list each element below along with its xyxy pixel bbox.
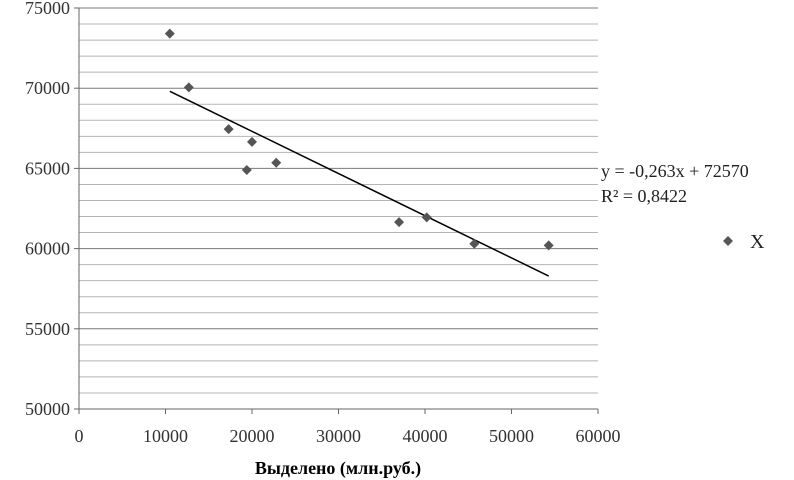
x-tick-label: 50000 (489, 426, 534, 446)
x-tick-label: 60000 (576, 426, 621, 446)
data-point (241, 165, 252, 176)
y-tick-label: 75000 (25, 0, 70, 18)
y-tick-label: 55000 (25, 319, 70, 339)
y-axis-ticks: 50000 55000 60000 65000 70000 75000 (25, 0, 79, 419)
data-point (543, 240, 554, 251)
data-point (223, 124, 234, 135)
legend: X (723, 231, 765, 253)
x-tick-label: 0 (75, 426, 84, 446)
x-axis-title: Выделено (млн.руб.) (255, 458, 421, 479)
data-points (164, 28, 554, 251)
x-tick-label: 30000 (316, 426, 361, 446)
trendline-equation: y = -0,263x + 72570 (601, 161, 749, 181)
data-point (247, 136, 257, 147)
trendline-r-squared: R² = 0,8422 (601, 186, 687, 206)
trendline-group (169, 90, 550, 277)
data-point (394, 217, 405, 228)
x-tick-label: 20000 (230, 426, 275, 446)
axes (78, 8, 598, 410)
y-tick-label: 60000 (25, 239, 70, 259)
data-point (421, 212, 432, 223)
y-tick-label: 50000 (25, 399, 70, 419)
x-tick-label: 10000 (143, 426, 188, 446)
data-point (183, 82, 194, 93)
data-point (164, 28, 175, 39)
x-tick-label: 40000 (403, 426, 448, 446)
data-point (271, 157, 282, 168)
y-tick-label: 70000 (25, 78, 70, 98)
x-axis-ticks: 0 10000 20000 30000 40000 50000 60000 (75, 409, 621, 446)
data-point (469, 238, 480, 249)
trendline (169, 90, 550, 277)
legend-label: X (750, 231, 765, 253)
y-tick-label: 65000 (25, 158, 70, 178)
grid-lines (79, 7, 598, 394)
legend-marker-diamond (723, 236, 733, 246)
